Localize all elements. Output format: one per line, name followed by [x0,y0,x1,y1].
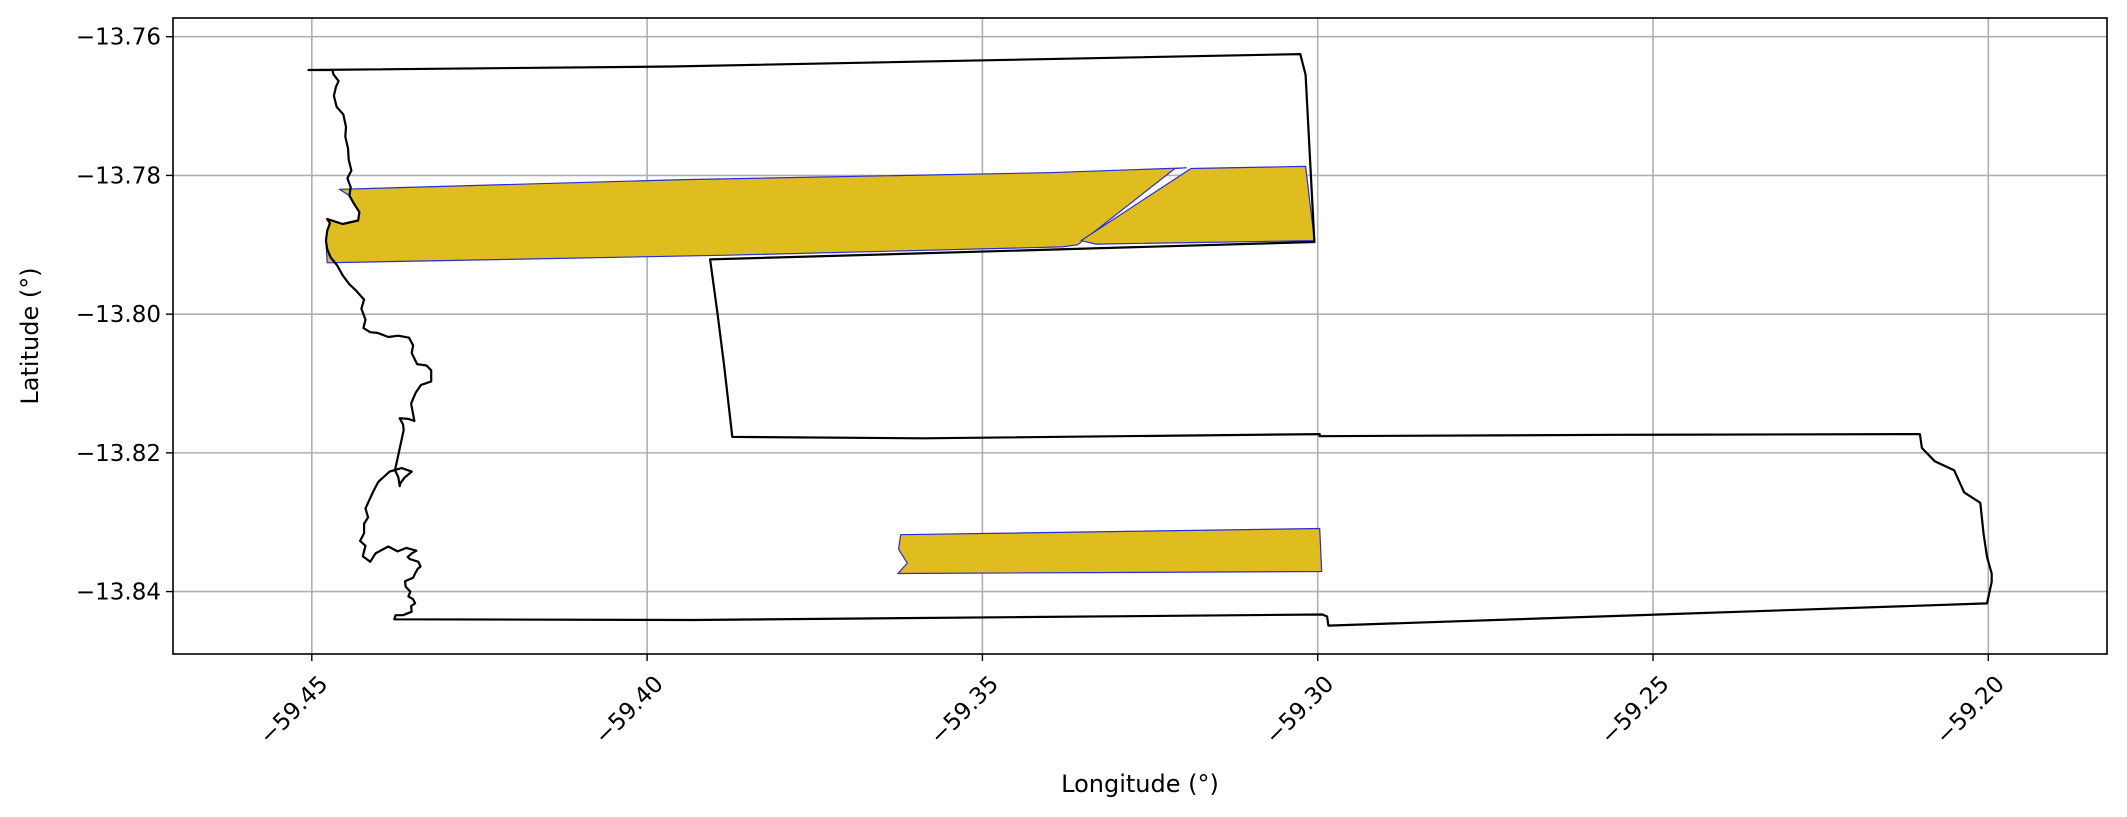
y-tick-label: −13.84 [76,580,161,606]
x-tick-label: −59.30 [1261,671,1340,750]
y-tick-label: −13.76 [76,25,161,51]
x-tick-label: −59.40 [590,671,669,750]
x-axis-label: Longitude (°) [1061,770,1219,798]
plot-frame [172,17,2108,655]
axis-ticks: −59.45 −59.40 −59.35 −59.30 −59.25 −59.20 −13.… [76,25,2010,750]
x-tick-label: −59.35 [925,671,1004,750]
gridlines [173,18,2107,654]
y-tick-label: −13.78 [76,163,161,189]
y-tick-label: −13.82 [76,441,161,467]
x-tick-label: −59.20 [1931,671,2010,750]
y-axis-label: Latitude (°) [16,267,44,404]
boundary-outline [307,52,1993,627]
x-tick-label: −59.45 [255,671,334,750]
map-shapes [307,52,1993,627]
y-tick-label: −13.80 [76,302,161,328]
highlighted-area-3 [897,527,1323,575]
x-tick-label: −59.25 [1596,671,1675,750]
highlighted-area-2 [1080,165,1316,245]
